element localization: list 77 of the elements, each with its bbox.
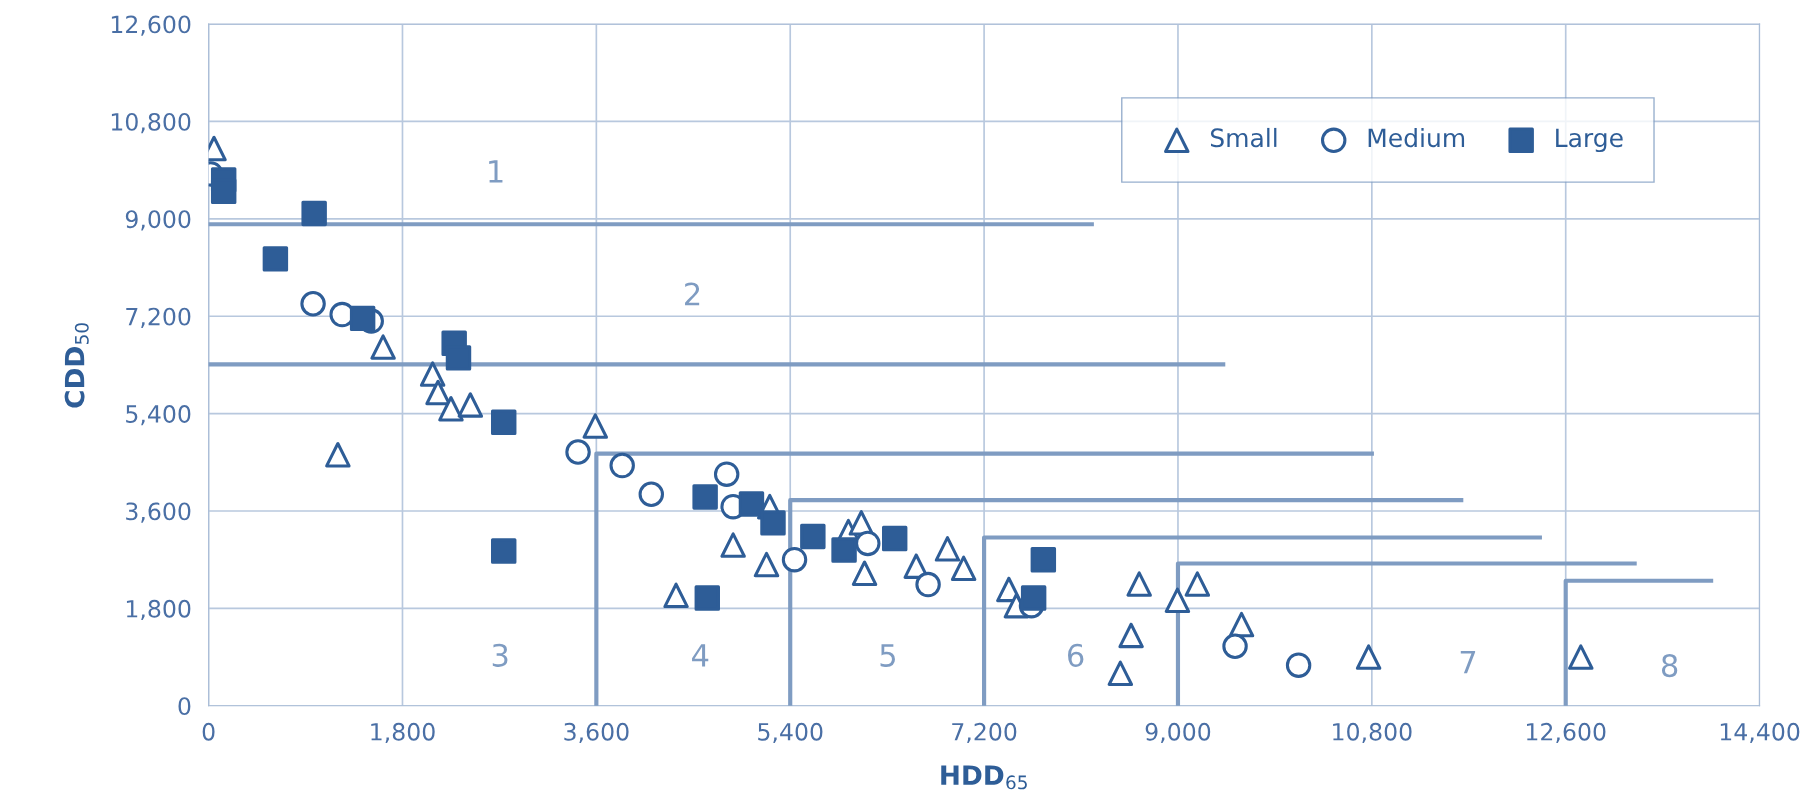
point	[694, 585, 721, 611]
annotation: 4	[692, 644, 709, 667]
point	[582, 413, 608, 439]
point	[800, 523, 826, 550]
point	[349, 305, 376, 332]
annotation: 7	[1460, 651, 1476, 674]
annotation: 3	[492, 643, 508, 667]
point	[738, 491, 765, 517]
x-axis-title: HDD$_{65}$	[941, 765, 1027, 790]
x-tick-label: 3,600	[564, 722, 629, 744]
point	[425, 379, 451, 406]
y-axis-title: CDD$_{50}$	[64, 323, 89, 408]
y-tick-label: 0	[178, 697, 191, 716]
x-tick-label: 9,000	[1145, 722, 1211, 744]
y-tick-label: 1,800	[126, 599, 191, 621]
legend-label: Large	[1556, 128, 1623, 153]
point	[457, 392, 484, 418]
point	[855, 530, 881, 557]
y-tick-label: 12,600	[111, 15, 191, 36]
point	[491, 538, 517, 564]
y-tick-label: 10,800	[111, 112, 191, 134]
point	[325, 441, 351, 468]
point	[663, 582, 689, 609]
x-tick-label: 14,400	[1720, 722, 1800, 744]
point	[638, 481, 665, 507]
annotation: 2	[685, 282, 700, 306]
point	[565, 439, 591, 465]
point	[781, 546, 808, 573]
point	[1126, 571, 1152, 597]
legend-label: Small	[1210, 127, 1277, 148]
point	[300, 291, 326, 317]
annotation: 8	[1661, 654, 1678, 678]
point	[1222, 633, 1248, 659]
point	[692, 484, 718, 510]
point	[1285, 652, 1312, 678]
point	[1030, 546, 1057, 573]
point	[301, 200, 327, 227]
annotation: 6	[1068, 643, 1084, 667]
point	[438, 396, 464, 422]
point	[1107, 660, 1134, 687]
y-tick-label: 9,000	[125, 210, 191, 231]
annotation: 1	[489, 160, 503, 183]
point	[753, 551, 780, 578]
annotation: 5	[880, 644, 895, 667]
point	[1020, 585, 1047, 611]
y-tick-label: 7,200	[126, 307, 191, 328]
point	[1184, 571, 1211, 597]
point	[934, 536, 961, 562]
point	[713, 461, 740, 487]
point	[851, 560, 878, 586]
y-tick-label: 5,400	[126, 405, 191, 426]
y-tick-label: 3,600	[126, 502, 191, 523]
point	[491, 409, 517, 435]
x-tick-label: 1,800	[371, 722, 435, 744]
point	[609, 452, 635, 479]
point	[210, 178, 237, 204]
point	[881, 525, 908, 552]
x-tick-label: 12,600	[1526, 722, 1606, 744]
point	[1355, 644, 1382, 670]
point	[445, 345, 472, 371]
point	[720, 532, 746, 558]
x-tick-label: 5,400	[758, 722, 823, 744]
point	[419, 361, 446, 387]
point	[831, 537, 857, 563]
point	[1568, 644, 1594, 670]
x-tick-label: 0	[202, 722, 215, 741]
x-tick-label: 10,800	[1333, 722, 1412, 744]
point	[915, 571, 941, 598]
x-tick-label: 7,200	[952, 722, 1017, 744]
legend-label: Medium	[1368, 127, 1465, 148]
point	[760, 510, 786, 536]
point	[370, 334, 396, 360]
point	[1118, 622, 1144, 649]
point	[1164, 587, 1191, 613]
point	[1228, 611, 1255, 638]
point	[262, 246, 289, 272]
point	[950, 555, 977, 582]
